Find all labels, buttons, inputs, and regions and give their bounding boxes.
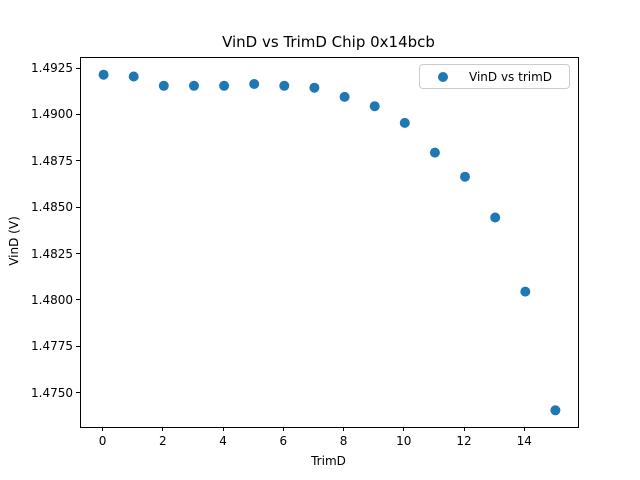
scatter-point <box>429 147 440 158</box>
x-tick-label: 2 <box>159 434 167 448</box>
y-tick-mark <box>76 253 80 255</box>
y-tick-label: 1.4775 <box>31 339 73 354</box>
plot-area <box>80 57 579 428</box>
scatter-point <box>98 69 109 80</box>
scatter-point <box>309 82 320 93</box>
scatter-point <box>490 212 501 223</box>
legend-label: VinD vs trimD <box>469 69 553 84</box>
x-axis-label: TrimD <box>311 454 346 468</box>
scatter-point <box>189 80 199 91</box>
x-tick-label: 6 <box>279 434 288 448</box>
x-tick-mark <box>523 427 525 431</box>
x-tick-mark <box>403 427 405 431</box>
x-tick-mark <box>463 427 465 431</box>
y-tick-label: 1.4850 <box>31 200 73 215</box>
x-tick-mark <box>343 427 345 431</box>
chart-title: VinD vs TrimD Chip 0x14bcb <box>222 33 435 51</box>
y-tick-mark <box>76 299 80 301</box>
legend-marker-circle-icon <box>438 71 448 82</box>
scatter-point <box>158 80 169 91</box>
legend: VinD vs trimD <box>419 64 570 89</box>
y-tick-label: 1.4825 <box>31 246 73 261</box>
scatter-point <box>550 405 561 416</box>
y-tick-label: 1.4750 <box>31 385 73 400</box>
y-tick-mark <box>76 160 80 162</box>
y-tick-mark <box>76 345 80 347</box>
x-tick-mark <box>102 427 104 431</box>
scatter-point <box>369 101 380 112</box>
scatter-point <box>249 79 260 89</box>
x-tick-label: 4 <box>219 434 227 448</box>
scatter-point <box>520 286 531 297</box>
y-tick-mark <box>76 206 80 208</box>
x-tick-label: 14 <box>516 434 532 448</box>
x-tick-label: 10 <box>396 434 412 448</box>
y-tick-mark <box>76 67 80 69</box>
y-tick-label: 1.4800 <box>31 292 73 307</box>
scatter-series <box>98 69 561 416</box>
y-tick-label: 1.4900 <box>31 107 73 122</box>
y-tick-label: 1.4875 <box>31 153 73 168</box>
y-axis-label: VinD (V) <box>7 216 21 266</box>
y-tick-mark <box>76 392 80 394</box>
y-tick-mark <box>76 113 80 115</box>
scatter-point <box>339 91 350 102</box>
scatter-point <box>460 171 470 182</box>
x-tick-label: 8 <box>339 434 348 448</box>
x-tick-mark <box>222 427 224 431</box>
y-tick-label: 1.4925 <box>31 61 73 76</box>
x-tick-label: 12 <box>456 434 472 448</box>
x-tick-mark <box>162 427 164 431</box>
scatter-point <box>279 80 290 91</box>
x-tick-mark <box>282 427 284 431</box>
x-tick-label: 0 <box>98 434 107 448</box>
scatter-point <box>219 80 230 91</box>
scatter-point <box>399 117 410 128</box>
scatter-point <box>128 71 139 82</box>
